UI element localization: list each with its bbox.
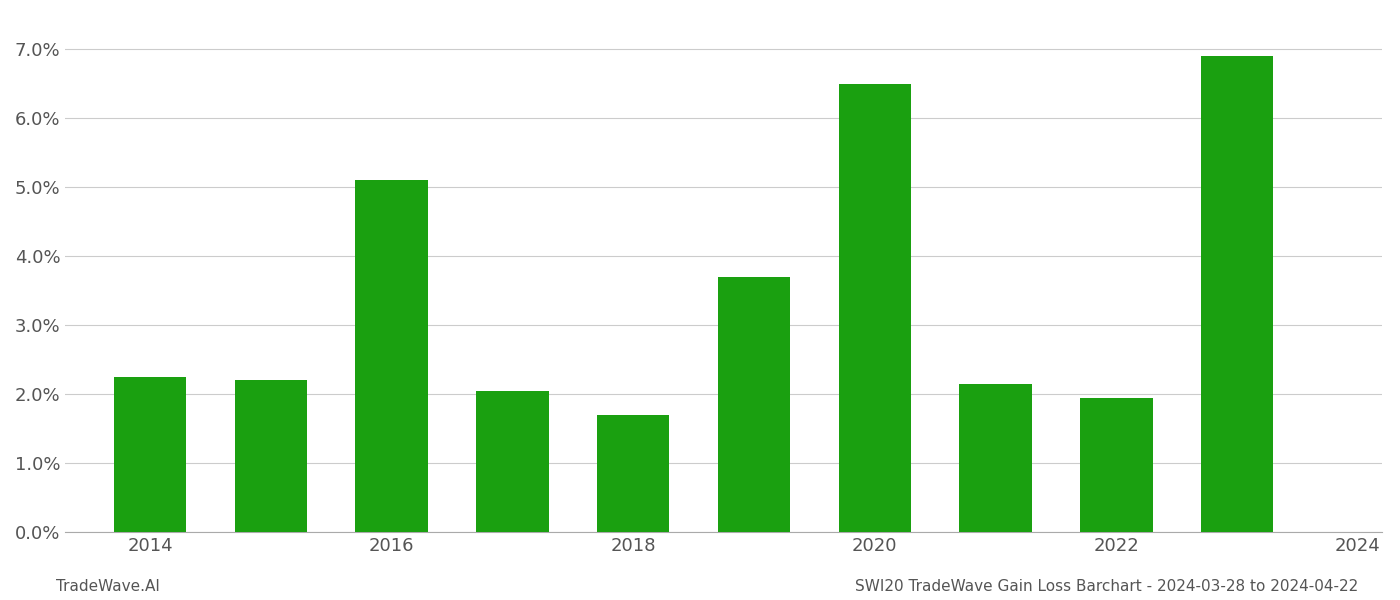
Bar (1201, 56, 1274, 532)
Bar (356, 181, 428, 532)
Bar (113, 377, 186, 532)
Bar (839, 84, 911, 532)
Bar (1079, 398, 1152, 532)
Bar (596, 415, 669, 532)
Bar (476, 391, 549, 532)
Bar (959, 384, 1032, 532)
Bar (235, 380, 307, 532)
Text: SWI20 TradeWave Gain Loss Barchart - 2024-03-28 to 2024-04-22: SWI20 TradeWave Gain Loss Barchart - 202… (855, 579, 1358, 594)
Text: TradeWave.AI: TradeWave.AI (56, 579, 160, 594)
Bar (718, 277, 790, 532)
